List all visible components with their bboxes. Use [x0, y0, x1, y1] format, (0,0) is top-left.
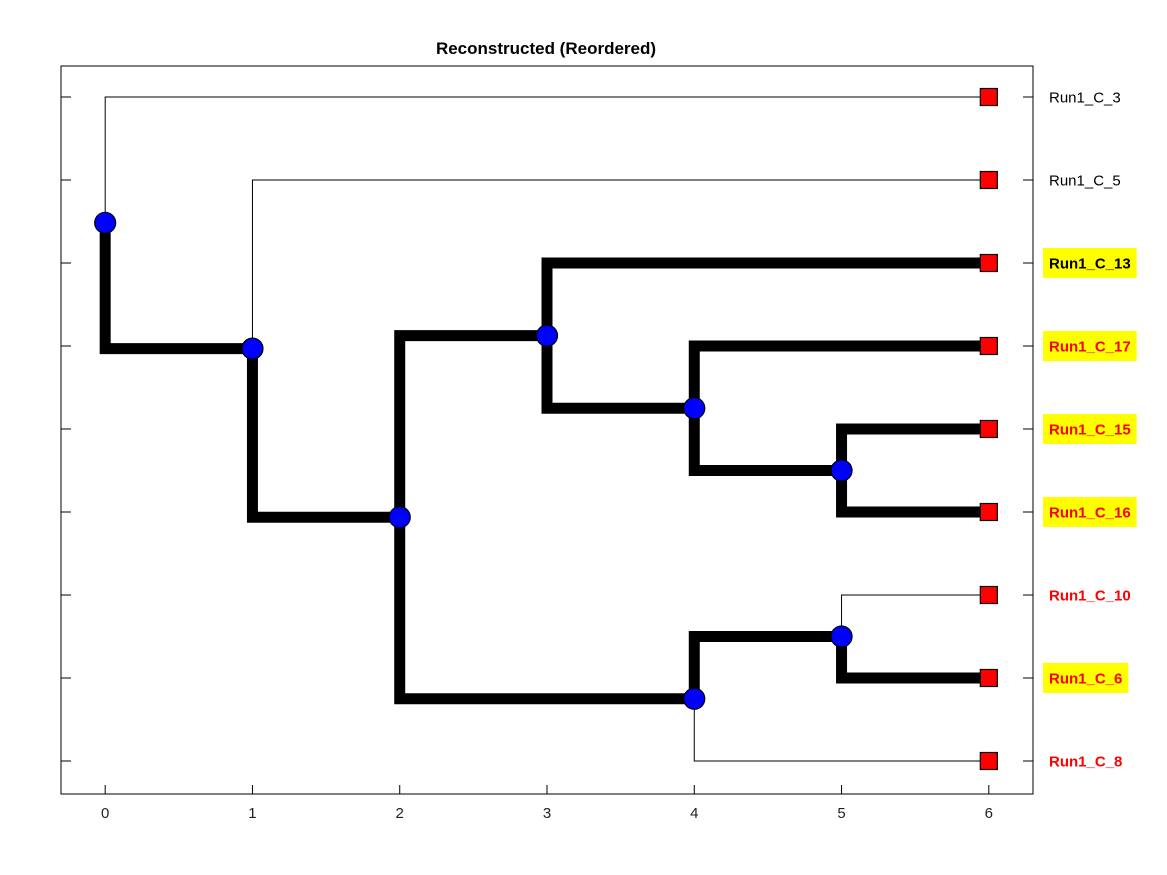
x-axis: 0 1 2 3 4 5 6 — [101, 785, 993, 822]
thick-branch-n5b-L7 — [836, 636, 989, 684]
x-tick-label: 6 — [985, 805, 993, 822]
leaf-marker — [979, 585, 998, 605]
x-tick-label: 2 — [396, 805, 404, 822]
leaf-label: Run1_C_3 — [1049, 90, 1121, 107]
leaf-label: Run1_C_8 — [1049, 754, 1122, 771]
internal-node-n4a — [683, 397, 706, 420]
leaf-marker — [979, 170, 998, 190]
leaf-label-group: Run1_C_3 — [1049, 90, 1121, 107]
leaf-marker — [979, 668, 998, 688]
leaf-label-group: Run1_C_16 — [1043, 497, 1137, 527]
thin-branch-n4b-L8 — [693, 698, 989, 762]
thin-branch-n5b-L6 — [841, 594, 989, 637]
thick-branch-n4b-n5b — [688, 631, 842, 699]
leaf-label-highlight — [1043, 414, 1137, 444]
leaf-label: Run1_C_17 — [1049, 339, 1131, 356]
internal-node-n1 — [241, 337, 264, 360]
y-axis-ticks — [61, 96, 1033, 762]
leaf-label-group: Run1_C_15 — [1043, 414, 1137, 444]
leaf-label: Run1_C_15 — [1049, 422, 1131, 439]
thick-branch-n2-n3a — [394, 330, 547, 518]
leaf-marker — [979, 751, 998, 771]
leaf-label-group: Run1_C_6 — [1043, 663, 1129, 693]
internal-node-n5b — [830, 625, 853, 648]
thick-branch-n2-n4b — [394, 517, 695, 705]
x-tick-label: 0 — [101, 805, 109, 822]
leaf-label: Run1_C_10 — [1049, 588, 1131, 605]
chart-title: Reconstructed (Reordered) — [436, 39, 656, 58]
x-tick-label: 4 — [690, 805, 698, 822]
internal-node-n2 — [388, 506, 411, 529]
thick-branch-n4a-L3 — [688, 340, 989, 409]
internal-node-n3a — [535, 324, 559, 347]
thick-branch-n4a-n5a — [688, 408, 842, 476]
leaf-marker — [979, 253, 998, 273]
leaf-label: Run1_C_13 — [1049, 256, 1131, 273]
thick-branch-n1-n2 — [246, 348, 400, 523]
thick-branch-n0-n1 — [99, 222, 253, 355]
thin-branch-n1-L1 — [251, 179, 989, 349]
leaf-label: Run1_C_16 — [1049, 505, 1131, 522]
markers — [94, 87, 998, 771]
leaf-label-group: Run1_C_13 — [1043, 248, 1137, 278]
thin-branch-n0-L0 — [104, 96, 989, 223]
x-tick-label: 1 — [248, 805, 256, 822]
internal-node-n5a — [830, 459, 853, 482]
x-tick-label: 5 — [837, 805, 845, 822]
leaf-label: Run1_C_6 — [1049, 671, 1122, 688]
thick-branch-n3a-n4a — [541, 335, 695, 414]
leaf-marker — [979, 419, 998, 439]
thick-branch-n5a-L5 — [836, 470, 989, 518]
leaf-marker — [979, 336, 998, 356]
leaf-label-highlight — [1043, 497, 1137, 527]
leaf-label-highlight — [1043, 331, 1137, 361]
leaf-marker — [979, 502, 998, 522]
thick-branch-n5a-L4 — [836, 423, 989, 471]
thick-branch-n3a-L2 — [541, 257, 989, 336]
leaf-label-group: Run1_C_5 — [1049, 173, 1121, 190]
internal-node-n0 — [94, 211, 117, 234]
leaf-label-group: Run1_C_8 — [1049, 754, 1122, 771]
leaf-marker — [979, 87, 998, 107]
x-tick-label: 3 — [543, 805, 551, 822]
leaf-labels: Run1_C_3 Run1_C_5 Run1_C_13 Run1_C_17 Run1_C… — [1043, 90, 1137, 771]
leaf-label-group: Run1_C_10 — [1049, 588, 1131, 605]
internal-node-n4b — [683, 687, 706, 710]
leaf-label-highlight — [1043, 663, 1129, 693]
branches — [99, 96, 989, 762]
leaf-label-group: Run1_C_17 — [1043, 331, 1137, 361]
leaf-label: Run1_C_5 — [1049, 173, 1121, 190]
leaf-label-highlight — [1043, 248, 1137, 278]
